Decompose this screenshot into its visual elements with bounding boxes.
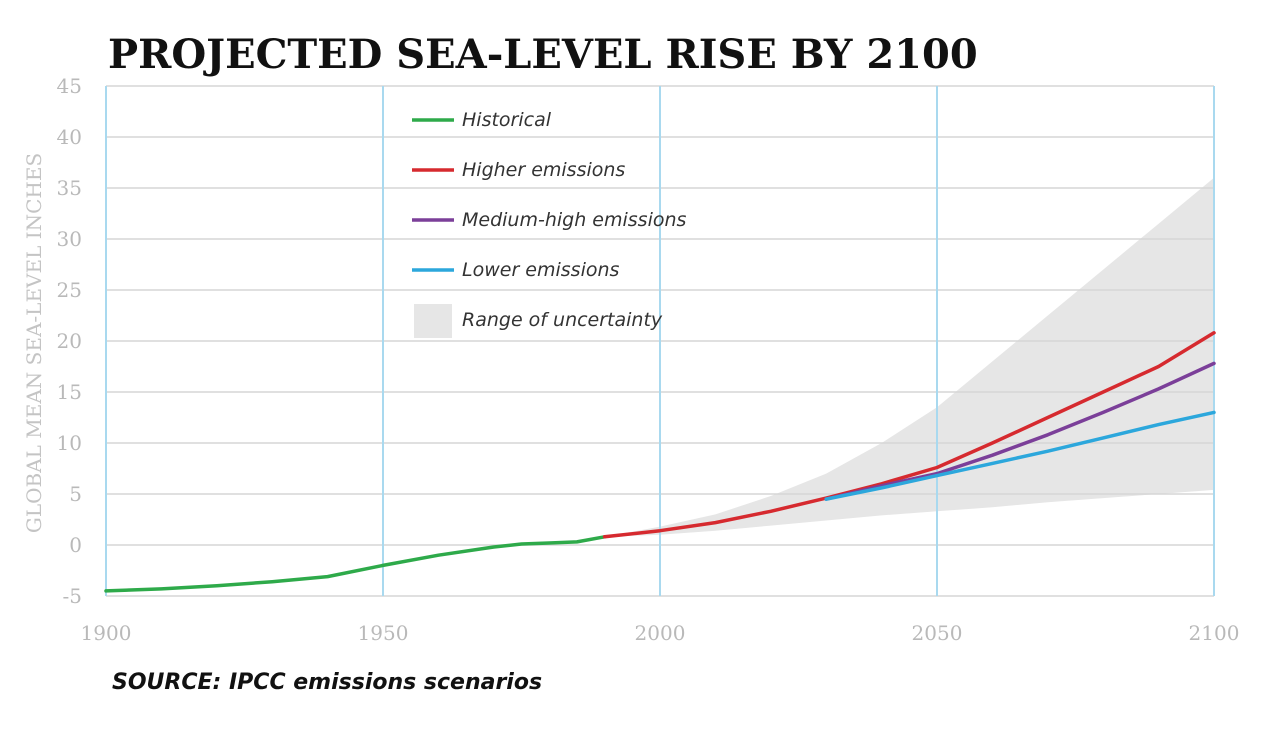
y-tick-labels: -5 0 5 10 15 20 25 30 35 40 45 [57,74,82,608]
legend-swatch [414,304,452,338]
series-line-historical [104,535,607,593]
y-tick-label: 0 [69,533,82,557]
plot-area: 1900 1950 2000 2050 2100 -5 0 5 10 15 20 25 30 35 40 4… [57,74,1240,645]
x-tick-label: 1950 [358,621,409,645]
series-line-higher-emissions [602,331,1216,539]
series-line-medium-high-emissions [824,361,1216,501]
source-note: SOURCE: IPCC emissions scenarios [112,670,542,695]
legend-label: Lower emissions [462,259,620,281]
y-tick-label: 30 [57,227,82,251]
y-tick-label: 45 [57,74,82,98]
legend: Historical Higher emissions Medium-high em… [412,109,687,338]
y-tick-label: 10 [57,431,82,455]
legend-label: Higher emissions [462,159,625,181]
y-tick-label: 15 [57,380,82,404]
x-tick-labels: 1900 1950 2000 2050 2100 [81,621,1240,645]
chart-title: PROJECTED SEA-LEVEL RISE BY 2100 [108,31,978,78]
legend-label: Range of uncertainty [462,309,663,331]
y-tick-label: 35 [57,176,82,200]
x-tick-label: 2100 [1189,621,1240,645]
legend-label: Historical [462,109,552,131]
y-tick-label: 40 [57,125,82,149]
y-tick-label: 25 [57,278,82,302]
grid-layer [105,85,1215,597]
y-tick-label: -5 [63,584,82,608]
series-line-lower-emissions [824,410,1216,501]
y-axis-title: GLOBAL MEAN SEA-LEVEL INCHES [22,153,46,533]
x-tick-label: 1900 [81,621,132,645]
y-tick-label: 5 [69,482,82,506]
x-tick-label: 2000 [635,621,686,645]
y-tick-label: 20 [57,329,82,353]
x-tick-label: 2050 [912,621,963,645]
series-layer [104,331,1216,593]
legend-label: Medium-high emissions [462,209,687,231]
